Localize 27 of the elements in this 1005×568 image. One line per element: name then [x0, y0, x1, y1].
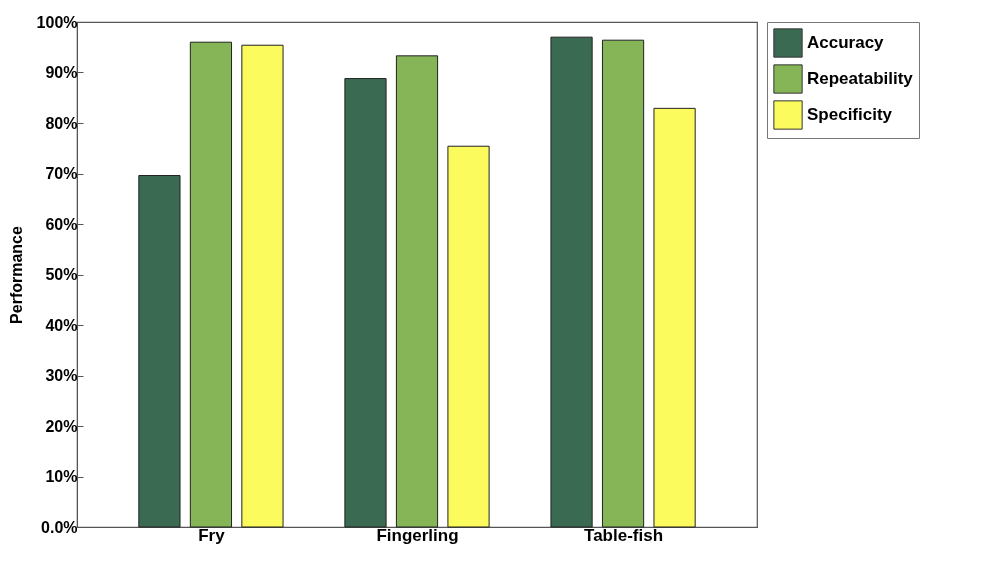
y-tick-label: 10% — [45, 468, 78, 485]
bar — [344, 78, 387, 528]
bar — [241, 44, 284, 528]
y-tick-label: 70% — [45, 165, 78, 182]
y-tick-label: 90% — [45, 64, 78, 81]
y-tick-label: 0.0% — [41, 518, 78, 536]
bar — [550, 36, 593, 528]
y-tick-label: 20% — [45, 417, 78, 435]
bar — [395, 55, 439, 528]
x-tick-label: Fry — [198, 525, 226, 545]
bar — [653, 107, 696, 528]
bar — [138, 175, 181, 528]
legend-label: Repeatability — [807, 69, 914, 88]
bar — [189, 41, 233, 528]
legend-label: Specificity — [807, 105, 893, 124]
y-tick-label: 40% — [45, 316, 78, 334]
bar — [447, 145, 490, 528]
legend-label: Accuracy — [807, 33, 885, 52]
y-tick-label: 100% — [36, 13, 78, 31]
x-tick-label: Fingerling — [376, 525, 459, 545]
y-tick-label: 50% — [45, 266, 78, 283]
y-tick-label: 30% — [45, 367, 78, 384]
y-tick-label: 60% — [45, 215, 78, 233]
y-tick-label: 80% — [45, 114, 78, 132]
bar — [601, 39, 645, 528]
x-tick-label: Table-fish — [584, 525, 664, 545]
y-axis-title: Performance — [7, 225, 25, 324]
